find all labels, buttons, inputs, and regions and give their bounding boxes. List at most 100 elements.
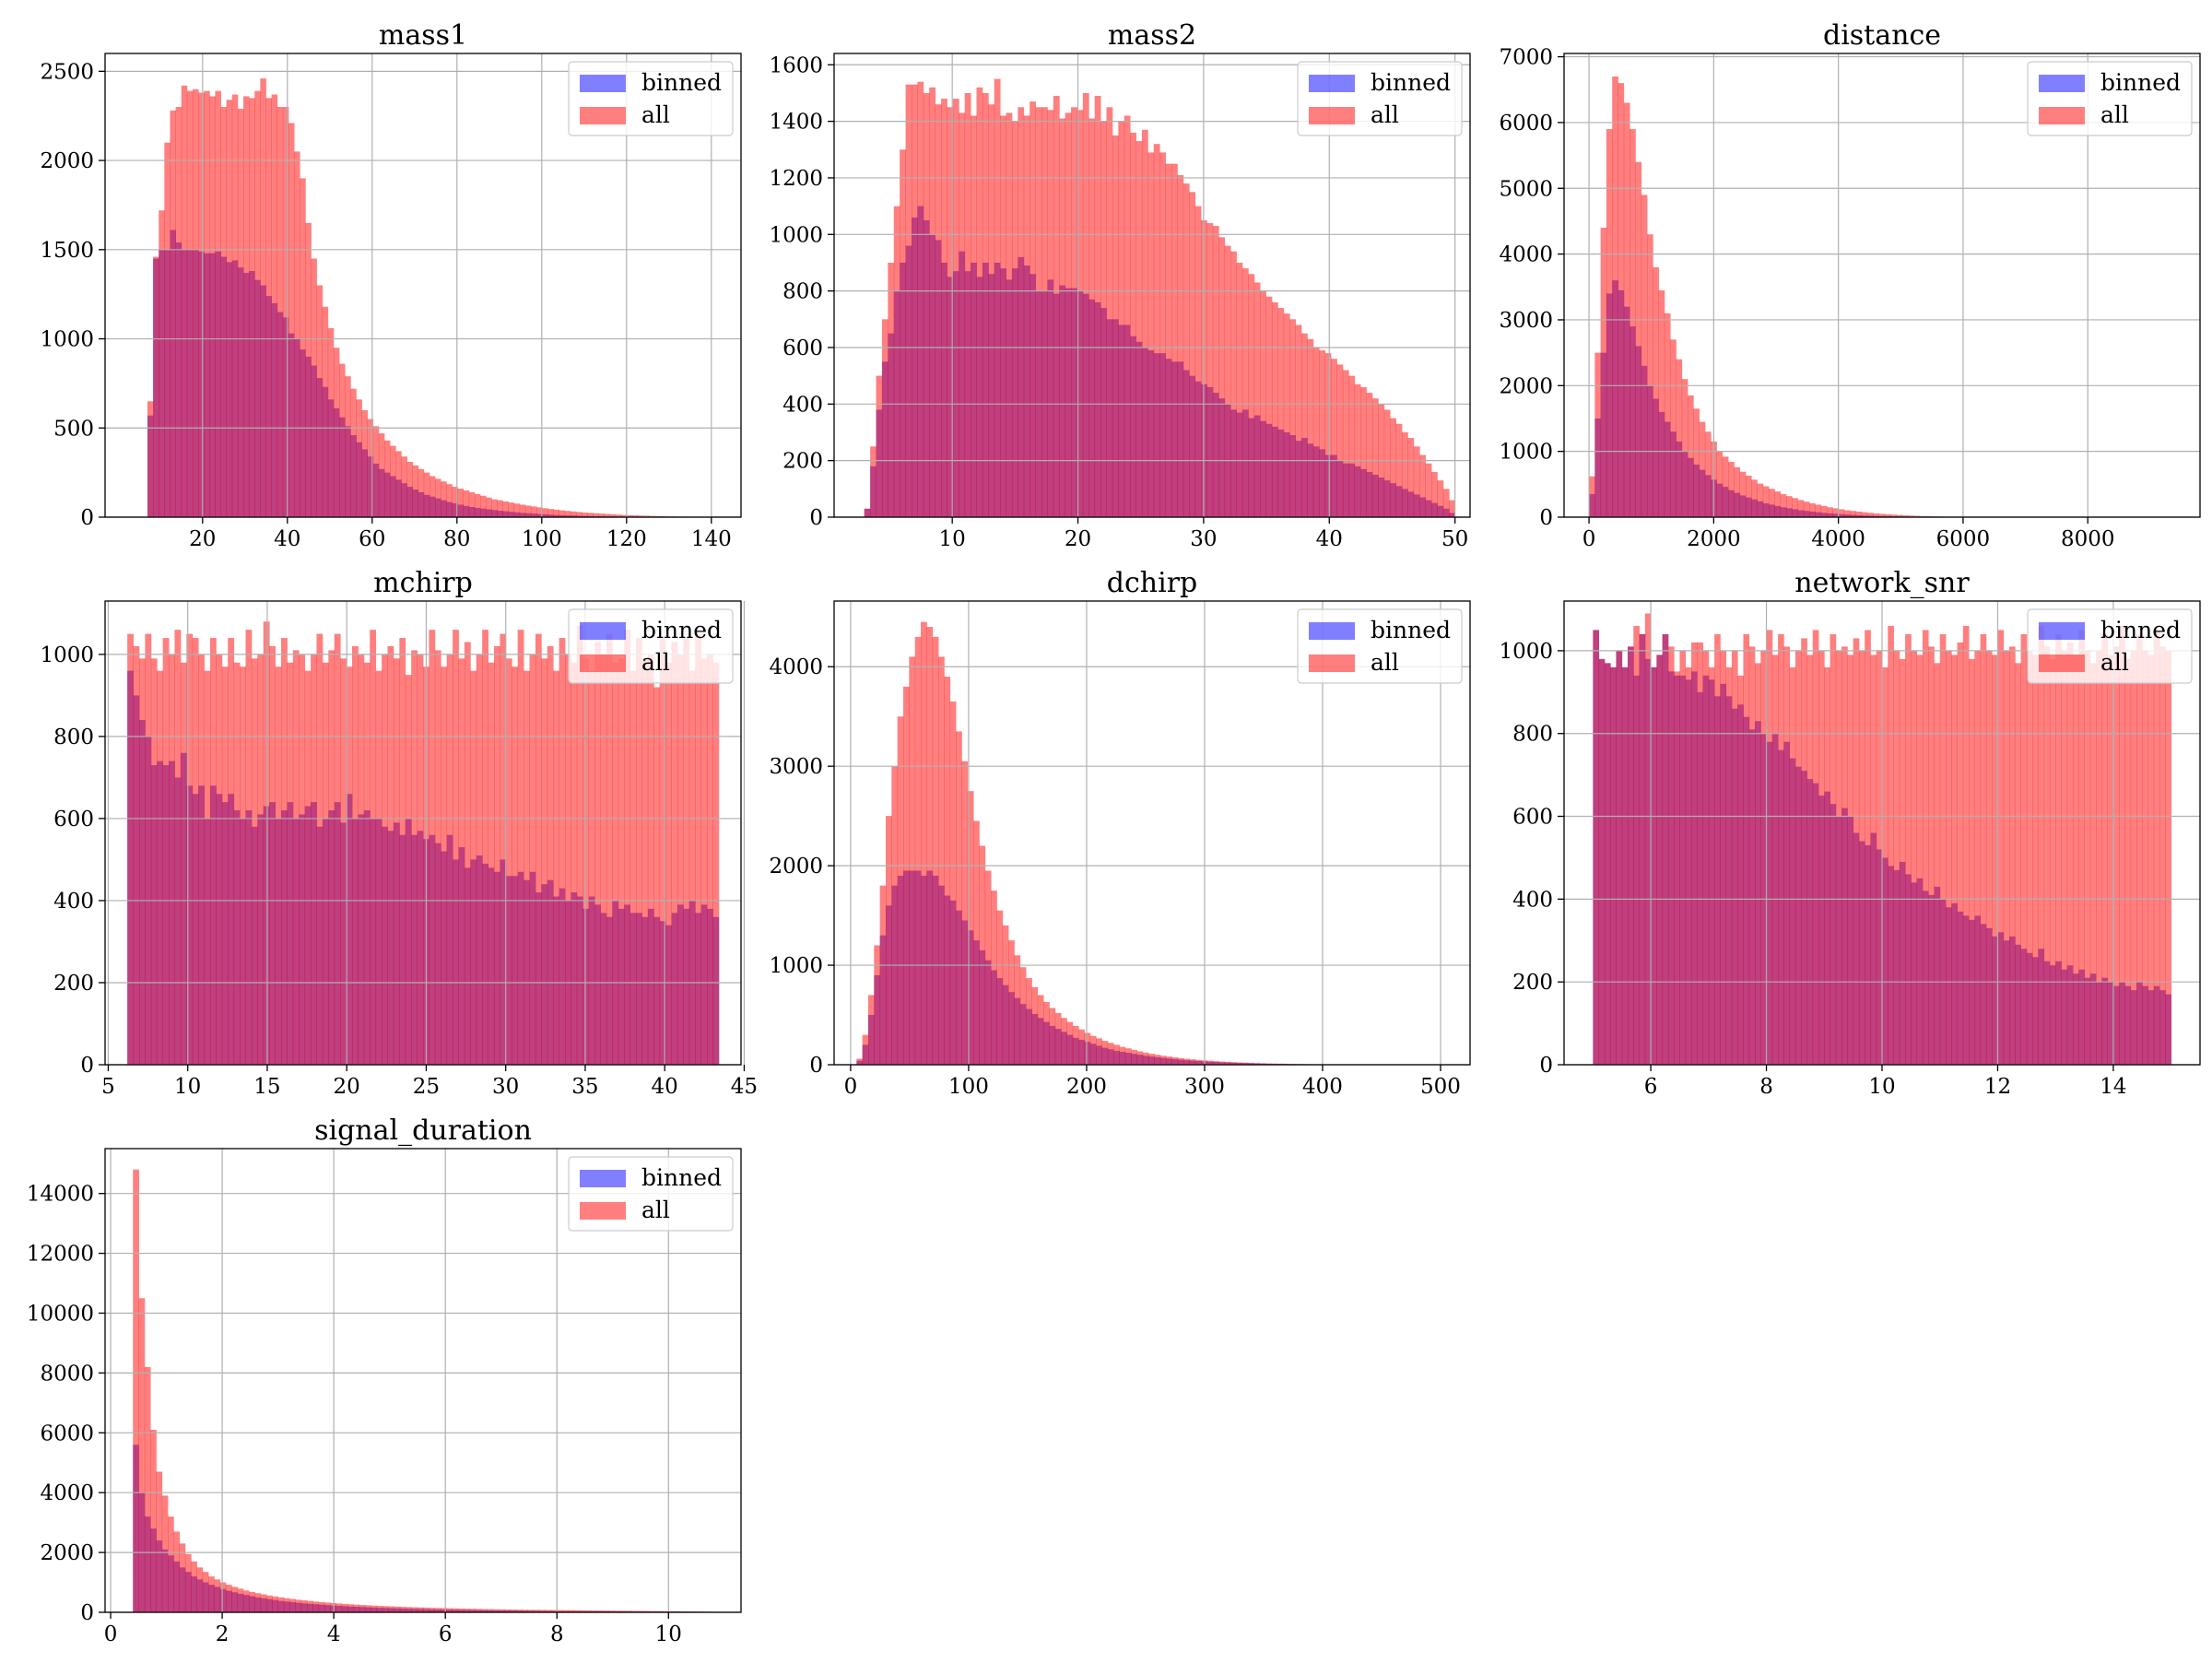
bar-all — [418, 1608, 424, 1612]
x-tick-label: 60 — [359, 527, 385, 551]
bar-all — [1038, 995, 1044, 1065]
bar-all — [1407, 438, 1414, 517]
bar-all — [653, 687, 660, 1065]
bar-all — [339, 364, 346, 517]
bar-all — [328, 650, 335, 1065]
bar-all — [1827, 507, 1833, 517]
bar-all — [370, 630, 376, 1065]
y-tick-label: 0 — [80, 506, 94, 530]
bar-all — [880, 886, 887, 1065]
bar-all — [1113, 1044, 1120, 1065]
bar-all — [1786, 496, 1793, 517]
bar-all — [712, 663, 719, 1065]
y-tick-label: 10000 — [27, 1302, 94, 1326]
bar-all — [1593, 630, 1599, 1065]
bar-all — [2078, 630, 2085, 1065]
bar-all — [1213, 226, 1219, 517]
bar-all — [906, 85, 912, 517]
bar-all — [1431, 472, 1438, 517]
bar-all — [394, 658, 400, 1065]
bar-all — [1606, 129, 1613, 517]
bar-all — [220, 1583, 227, 1612]
bar-all — [1014, 955, 1020, 1065]
bar-all — [672, 643, 678, 1065]
bar-all — [506, 658, 512, 1065]
bar-all — [334, 348, 340, 517]
bar-all — [994, 79, 1001, 517]
chart-title: mass2 — [1108, 19, 1196, 52]
bar-all — [228, 638, 234, 1065]
bar-all — [1065, 112, 1072, 517]
x-tick-label: 4000 — [1811, 527, 1865, 551]
bar-all — [497, 501, 503, 517]
y-tick-label: 1000 — [769, 954, 823, 978]
bar-all — [571, 512, 577, 517]
bar-all — [379, 433, 385, 517]
bar-all — [2113, 646, 2120, 1065]
bar-all — [582, 513, 588, 517]
bar-all — [2009, 646, 2016, 1065]
y-tick-label: 800 — [782, 280, 823, 304]
bar-all — [1124, 115, 1131, 517]
x-tick-label: 6 — [1644, 1075, 1658, 1099]
bar-all — [941, 99, 947, 517]
bar-all — [299, 655, 305, 1065]
bar-all — [953, 99, 959, 517]
bar-all — [1384, 409, 1391, 517]
bar-all — [1709, 667, 1715, 1065]
bar-all — [1396, 424, 1403, 517]
x-tick-label: 4 — [327, 1622, 341, 1646]
bar-all — [464, 490, 470, 517]
bar-all — [358, 655, 364, 1065]
bar-all — [394, 1607, 401, 1612]
bar-all — [1716, 452, 1723, 517]
x-tick-label: 100 — [522, 527, 562, 551]
bar-all — [1818, 651, 1825, 1065]
chart-title: network_snr — [1794, 567, 1970, 599]
bar-all — [1969, 659, 1975, 1065]
bar-all — [991, 890, 997, 1065]
bar-all — [1237, 263, 1243, 517]
bar-all — [2061, 651, 2067, 1065]
bar-all — [988, 104, 994, 517]
bar-all — [441, 666, 447, 1065]
bar-all — [1154, 144, 1160, 517]
bar-all — [1066, 1022, 1073, 1065]
bar-all — [1798, 500, 1805, 517]
bar-all — [214, 1579, 220, 1612]
bar-all — [1112, 136, 1119, 517]
bar-all — [1847, 655, 1853, 1065]
bar-all — [1183, 1059, 1190, 1065]
bar-all — [221, 107, 228, 517]
bar-all — [565, 511, 571, 517]
bar-all — [482, 630, 488, 1065]
bar-all — [491, 500, 498, 517]
bar-all — [1783, 646, 1790, 1065]
bar-all — [238, 109, 244, 517]
bar-all — [2136, 634, 2143, 1065]
bar-all — [1668, 646, 1675, 1065]
y-tick-label: 1000 — [40, 328, 94, 352]
y-tick-label: 1000 — [40, 643, 94, 667]
bar-all — [601, 655, 607, 1065]
bar-all — [174, 630, 181, 1065]
bar-all — [2085, 651, 2091, 1065]
bar-all — [1963, 626, 1970, 1065]
bar-all — [305, 223, 312, 517]
y-tick-label: 0 — [809, 1054, 823, 1078]
bar-all — [1628, 646, 1634, 1065]
x-tick-label: 14 — [2100, 1075, 2126, 1099]
bar-all — [1125, 1048, 1132, 1065]
bar-all — [284, 1598, 290, 1612]
bar-all — [1841, 646, 1848, 1065]
bar-all — [159, 210, 165, 517]
bar-all — [1992, 655, 1998, 1065]
bar-all — [2096, 651, 2102, 1065]
bar-all — [1749, 646, 1756, 1065]
y-tick-label: 400 — [782, 393, 823, 417]
bar-all — [1012, 122, 1018, 517]
x-tick-label: 45 — [731, 1075, 758, 1099]
